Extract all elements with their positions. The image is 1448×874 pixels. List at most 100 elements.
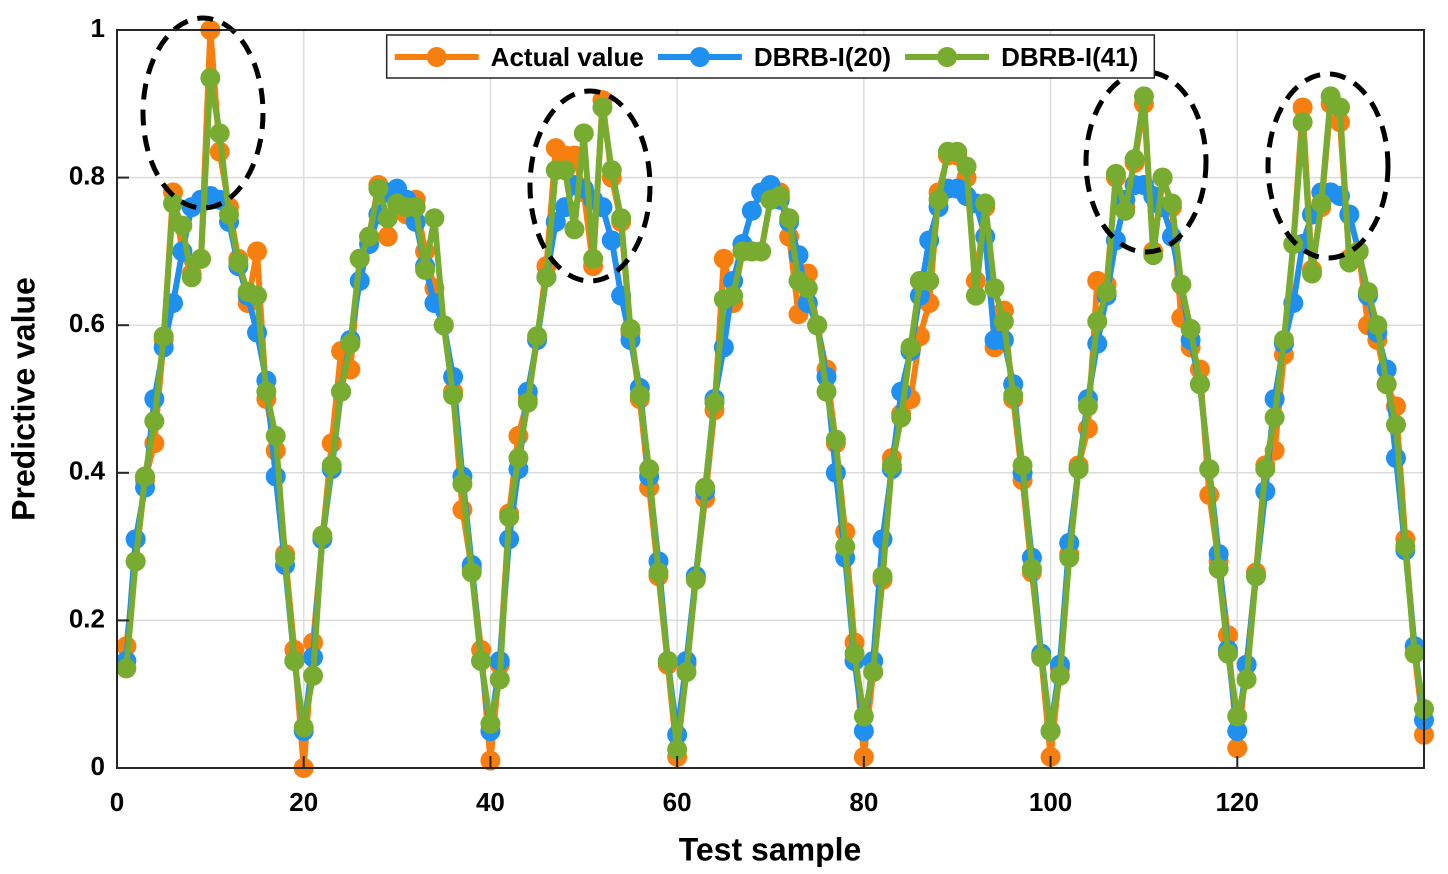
data-point <box>1227 706 1248 727</box>
x-tick-label: 40 <box>476 787 505 817</box>
data-point <box>881 455 902 476</box>
legend-label: DBRB-I(20) <box>754 42 891 72</box>
x-tick-label: 0 <box>110 787 124 817</box>
data-point <box>443 385 464 406</box>
data-point <box>144 411 165 432</box>
y-tick-label: 0.6 <box>69 308 105 338</box>
data-point <box>331 381 352 402</box>
data-point <box>377 208 398 229</box>
data-point <box>1264 407 1285 428</box>
data-point <box>741 200 762 221</box>
data-point <box>1376 374 1397 395</box>
x-tick-label: 120 <box>1216 787 1259 817</box>
data-point <box>797 278 818 299</box>
data-point <box>275 547 296 568</box>
data-point <box>620 318 641 339</box>
legend-label: Actual value <box>491 42 644 72</box>
data-point <box>639 459 660 480</box>
data-point <box>947 141 968 162</box>
data-point <box>555 160 576 181</box>
data-point <box>601 160 622 181</box>
annotations <box>140 15 1391 284</box>
data-point <box>536 267 557 288</box>
data-point <box>181 267 202 288</box>
legend-item: DBRB-I(41) <box>905 42 1138 72</box>
data-point <box>975 193 996 214</box>
data-point <box>676 662 697 683</box>
data-point <box>751 241 772 262</box>
data-point <box>1208 558 1229 579</box>
data-point <box>1245 566 1266 587</box>
data-point <box>648 562 669 583</box>
data-point <box>256 381 277 402</box>
data-point <box>219 204 240 225</box>
data-point <box>424 208 445 229</box>
data-point <box>368 178 389 199</box>
data-point <box>564 219 585 240</box>
data-point <box>601 230 622 251</box>
data-point <box>1217 643 1238 664</box>
data-point <box>247 241 268 262</box>
data-point <box>489 669 510 690</box>
data-point <box>863 662 884 683</box>
data-point <box>583 248 604 269</box>
data-point <box>153 326 174 347</box>
data-point <box>853 706 874 727</box>
data-point <box>527 326 548 347</box>
data-point <box>704 392 725 413</box>
data-point <box>1021 558 1042 579</box>
data-point <box>284 650 305 671</box>
data-point <box>1124 149 1145 170</box>
data-point <box>695 477 716 498</box>
data-point <box>592 97 613 118</box>
data-point <box>303 665 324 686</box>
data-point <box>499 507 520 528</box>
data-point <box>769 186 790 207</box>
data-point <box>359 226 380 247</box>
y-axis-title: Predictive value <box>5 277 41 521</box>
data-point <box>191 248 212 269</box>
data-point <box>1161 193 1182 214</box>
data-point <box>377 226 398 247</box>
data-point <box>965 285 986 306</box>
data-point <box>1227 721 1248 742</box>
data-point <box>956 156 977 177</box>
data-point <box>209 123 230 144</box>
data-point <box>816 381 837 402</box>
highlight-ellipse <box>527 88 653 284</box>
data-point <box>1049 665 1070 686</box>
data-point <box>1105 163 1126 184</box>
legend-marker <box>689 47 710 67</box>
data-point <box>1385 414 1406 435</box>
y-tick-label: 1 <box>91 13 105 43</box>
data-point <box>713 248 734 269</box>
data-point <box>1329 97 1350 118</box>
highlight-ellipse <box>1083 69 1209 255</box>
ticks: 0 20 40 60 80 100 120 0 0.2 0.4 0.6 0.8 1 <box>69 13 1259 817</box>
data-point <box>1180 318 1201 339</box>
data-point <box>1031 647 1052 668</box>
data-point <box>1012 455 1033 476</box>
data-point <box>1395 536 1416 557</box>
data-point <box>1404 643 1425 664</box>
data-point <box>312 525 333 546</box>
y-tick-label: 0 <box>91 751 105 781</box>
data-point <box>1199 459 1220 480</box>
data-point <box>405 197 426 218</box>
data-point <box>667 739 688 760</box>
data-point <box>1040 721 1061 742</box>
data-point <box>247 285 268 306</box>
data-point <box>172 215 193 236</box>
plot-frame <box>116 29 1425 769</box>
data-point <box>1096 281 1117 302</box>
highlight-ellipse <box>1265 71 1391 261</box>
data-point <box>321 455 342 476</box>
data-point <box>1292 97 1313 118</box>
series <box>116 67 1434 760</box>
data-point <box>125 551 146 572</box>
data-point <box>1171 274 1192 295</box>
data-point <box>349 248 370 269</box>
legend-marker <box>426 47 447 67</box>
data-point <box>1292 112 1313 133</box>
